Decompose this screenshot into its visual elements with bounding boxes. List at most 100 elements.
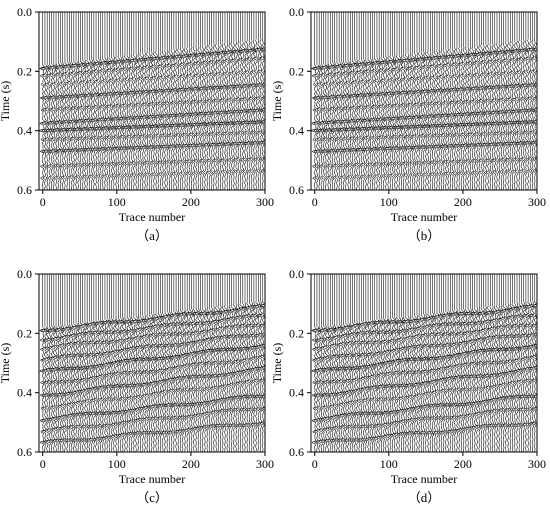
trace-84-wiggle bbox=[374, 320, 379, 453]
trace-159-wiggle bbox=[429, 51, 434, 190]
trace-159-wiggle bbox=[157, 51, 162, 190]
wiggle-traces bbox=[312, 274, 539, 453]
trace-69-wiggle bbox=[91, 59, 96, 190]
trace-177-wiggle bbox=[442, 50, 447, 191]
trace-150-wiggle bbox=[422, 52, 427, 191]
trace-120-wiggle bbox=[128, 55, 133, 191]
trace-258-wiggle bbox=[230, 304, 236, 452]
trace-93-wiggle bbox=[380, 57, 386, 191]
trace-84-wiggle bbox=[102, 58, 108, 191]
trace-300-wiggle bbox=[533, 39, 538, 191]
y-tick-label: 0.2 bbox=[289, 326, 304, 340]
y-tick-label: 0.6 bbox=[289, 183, 304, 197]
y-tick-label: 0.2 bbox=[17, 64, 32, 78]
y-tick-label: 0.2 bbox=[17, 326, 32, 340]
trace-270-wiggle bbox=[511, 303, 517, 452]
x-tick-label: 0 bbox=[40, 457, 46, 471]
trace-48-wiggle bbox=[347, 61, 353, 190]
trace-18-wiggle bbox=[53, 326, 58, 453]
trace-186-wiggle bbox=[177, 49, 182, 191]
trace-66-wiggle bbox=[360, 60, 365, 191]
trace-168-wiggle bbox=[436, 50, 441, 190]
trace-138-wiggle bbox=[142, 53, 147, 190]
panel-caption: （b） bbox=[408, 228, 441, 243]
y-tick-label: 0.6 bbox=[289, 445, 304, 459]
trace-39-wiggle bbox=[340, 62, 345, 190]
trace-225-wiggle bbox=[478, 307, 483, 452]
y-tick-label: 0.4 bbox=[17, 124, 32, 138]
trace-21-wiggle bbox=[327, 326, 332, 453]
y-tick-label: 0.0 bbox=[17, 267, 32, 281]
trace-129-wiggle bbox=[407, 54, 412, 190]
y-tick-label: 0.0 bbox=[289, 5, 304, 19]
y-axis-title: Time (s) bbox=[270, 81, 284, 122]
trace-12-wiggle bbox=[320, 326, 326, 452]
trace-48-wiggle bbox=[75, 61, 80, 190]
trace-252-wiggle bbox=[498, 43, 503, 191]
trace-12-wiggle bbox=[48, 326, 54, 452]
trace-18-wiggle bbox=[325, 326, 330, 453]
trace-282-wiggle bbox=[248, 40, 253, 190]
trace-186-wiggle bbox=[178, 311, 183, 453]
trace-93-wiggle bbox=[108, 57, 114, 191]
trace-180-wiggle bbox=[445, 311, 450, 452]
trace-252-wiggle bbox=[226, 43, 232, 191]
panel-caption: （a） bbox=[136, 228, 168, 243]
trace-36-wiggle bbox=[338, 62, 343, 190]
trace-291-wiggle bbox=[527, 40, 532, 191]
trace-270-wiggle bbox=[239, 41, 244, 190]
trace-63-wiggle bbox=[358, 60, 364, 191]
trace-204-wiggle bbox=[462, 309, 467, 452]
trace-231-wiggle bbox=[211, 307, 216, 452]
trace-33-wiggle bbox=[64, 62, 70, 190]
x-tick-label: 300 bbox=[256, 457, 274, 471]
trace-81-wiggle bbox=[99, 58, 105, 190]
trace-147-wiggle bbox=[148, 52, 153, 190]
trace-186-wiggle bbox=[450, 311, 455, 453]
trace-54-wiggle bbox=[79, 61, 85, 191]
trace-270-wiggle bbox=[511, 41, 516, 190]
trace-222-wiggle bbox=[204, 308, 209, 453]
wiggle-traces bbox=[40, 274, 267, 453]
trace-39-wiggle bbox=[68, 62, 73, 190]
trace-66-wiggle bbox=[360, 322, 365, 453]
trace-129-wiggle bbox=[135, 54, 140, 190]
x-tick-label: 100 bbox=[380, 457, 398, 471]
trace-138-wiggle bbox=[414, 53, 419, 190]
trace-201-wiggle bbox=[188, 48, 193, 191]
y-axis-title: Time (s) bbox=[270, 343, 284, 384]
trace-75-wiggle bbox=[367, 59, 372, 191]
seismic-figure: 0 100 200 300 0.0 0.2 0.4 0.6 Trace number Time (… bbox=[0, 0, 550, 478]
trace-0-wiggle bbox=[312, 327, 317, 452]
trace-294-wiggle bbox=[257, 301, 263, 452]
trace-3-wiggle bbox=[41, 327, 46, 452]
x-tick-label: 0 bbox=[312, 195, 318, 209]
y-tick-label: 0.4 bbox=[289, 386, 304, 400]
trace-273-wiggle bbox=[513, 41, 519, 190]
trace-21-wiggle bbox=[55, 326, 60, 453]
trace-177-wiggle bbox=[170, 50, 175, 191]
trace-102-wiggle bbox=[387, 318, 392, 452]
x-tick-label: 200 bbox=[182, 195, 200, 209]
panel-d: 0 100 200 3000.00.20.40.6Trace numberTime (… bbox=[275, 268, 550, 510]
trace-96-wiggle bbox=[382, 319, 388, 453]
panel-caption: （d） bbox=[408, 490, 441, 505]
trace-225-wiggle bbox=[478, 45, 484, 190]
trace-99-wiggle bbox=[385, 319, 390, 453]
x-axis-title: Trace number bbox=[391, 210, 458, 224]
panel-caption: （c） bbox=[136, 490, 168, 505]
trace-186-wiggle bbox=[449, 49, 454, 191]
x-tick-label: 300 bbox=[528, 457, 546, 471]
y-tick-label: 0.0 bbox=[17, 5, 32, 19]
x-tick-label: 100 bbox=[108, 195, 126, 209]
trace-240-wiggle bbox=[489, 44, 494, 190]
trace-273-wiggle bbox=[241, 41, 247, 190]
trace-231-wiggle bbox=[483, 307, 488, 452]
trace-282-wiggle bbox=[520, 40, 525, 190]
y-tick-label: 0.4 bbox=[289, 124, 304, 138]
panel-c: 0 100 200 300 0.0 0.2 0.4 0.6 Trace number Time (… bbox=[3, 268, 289, 510]
panel-b: 0 100 200 300 0.0 0.2 0.4 0.6 Trace number Time (… bbox=[275, 6, 550, 248]
trace-231-wiggle bbox=[482, 45, 487, 190]
trace-204-wiggle bbox=[191, 309, 196, 452]
x-axis-title: Trace number bbox=[119, 472, 186, 486]
